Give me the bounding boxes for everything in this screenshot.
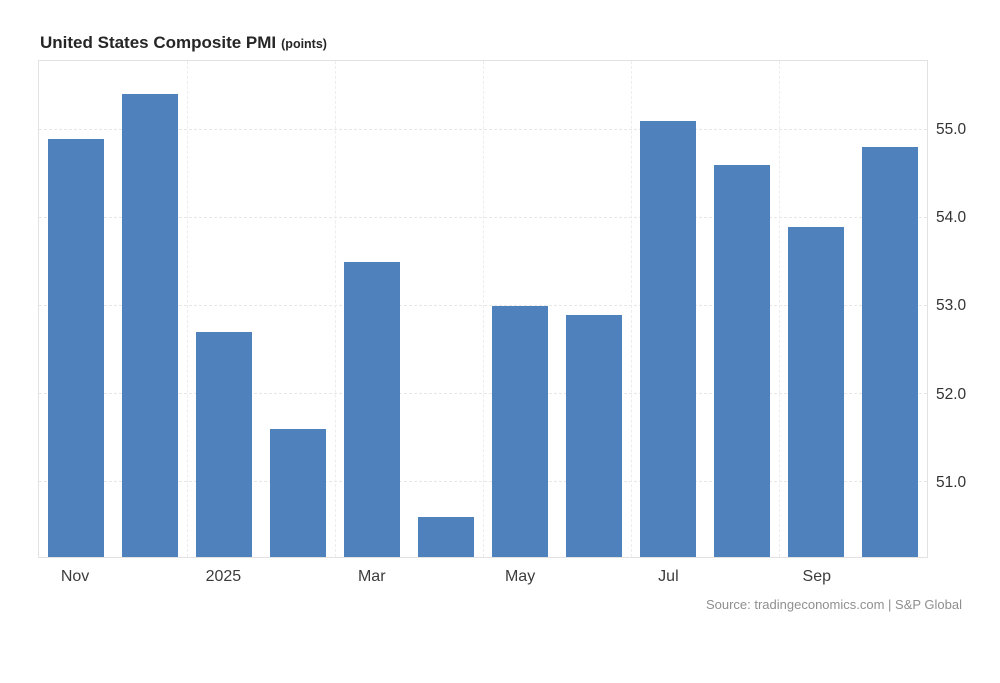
bar-slot [779, 61, 853, 557]
chart-title-text: United States Composite PMI [40, 33, 277, 52]
bar-slot [113, 61, 187, 557]
bar[interactable] [566, 314, 622, 557]
bar-slot [853, 61, 927, 557]
gridline-vertical [779, 61, 780, 557]
bar[interactable] [122, 94, 178, 557]
y-tick-label: 55.0 [936, 120, 967, 138]
bar[interactable] [640, 120, 696, 557]
x-tick-label: Nov [60, 568, 90, 585]
x-tick-label: 2025 [205, 568, 242, 585]
bar[interactable] [418, 517, 474, 557]
bar-slot [335, 61, 409, 557]
gridline-vertical [186, 61, 188, 557]
bar[interactable] [196, 332, 252, 557]
bar-slot [187, 61, 261, 557]
chart-title: United States Composite PMI (points) [40, 33, 327, 53]
bar[interactable] [270, 429, 326, 557]
gridline-vertical [483, 61, 484, 557]
y-tick-label: 53.0 [936, 297, 967, 315]
x-tick-label: Sep [802, 568, 831, 585]
bar[interactable] [714, 164, 770, 557]
bar[interactable] [862, 147, 918, 557]
gridline-vertical [630, 61, 632, 557]
bar-slot [409, 61, 483, 557]
gridline-vertical [334, 61, 336, 557]
bar[interactable] [492, 305, 548, 557]
bar[interactable] [788, 226, 844, 557]
bar-slot [39, 61, 113, 557]
source-attribution: Source: tradingeconomics.com | S&P Globa… [705, 597, 962, 612]
y-tick-label: 52.0 [936, 385, 967, 403]
bar-series [39, 61, 927, 557]
bar-slot [705, 61, 779, 557]
bar[interactable] [344, 261, 400, 557]
chart-title-units: (points) [281, 37, 327, 51]
x-tick-label: May [504, 568, 536, 585]
bar-slot [631, 61, 705, 557]
y-axis: 51.0 52.0 53.0 54.0 55.0 [936, 60, 998, 558]
bar-slot [261, 61, 335, 557]
bar[interactable] [48, 138, 104, 557]
plot-area [38, 60, 928, 558]
x-tick-label: Jul [658, 568, 679, 585]
x-tick-label: Mar [357, 568, 386, 585]
bar-slot [557, 61, 631, 557]
y-tick-label: 54.0 [936, 208, 967, 226]
x-axis: Nov 2025 Mar May Jul Sep [38, 564, 928, 590]
y-tick-label: 51.0 [936, 474, 967, 492]
bar-slot [483, 61, 557, 557]
